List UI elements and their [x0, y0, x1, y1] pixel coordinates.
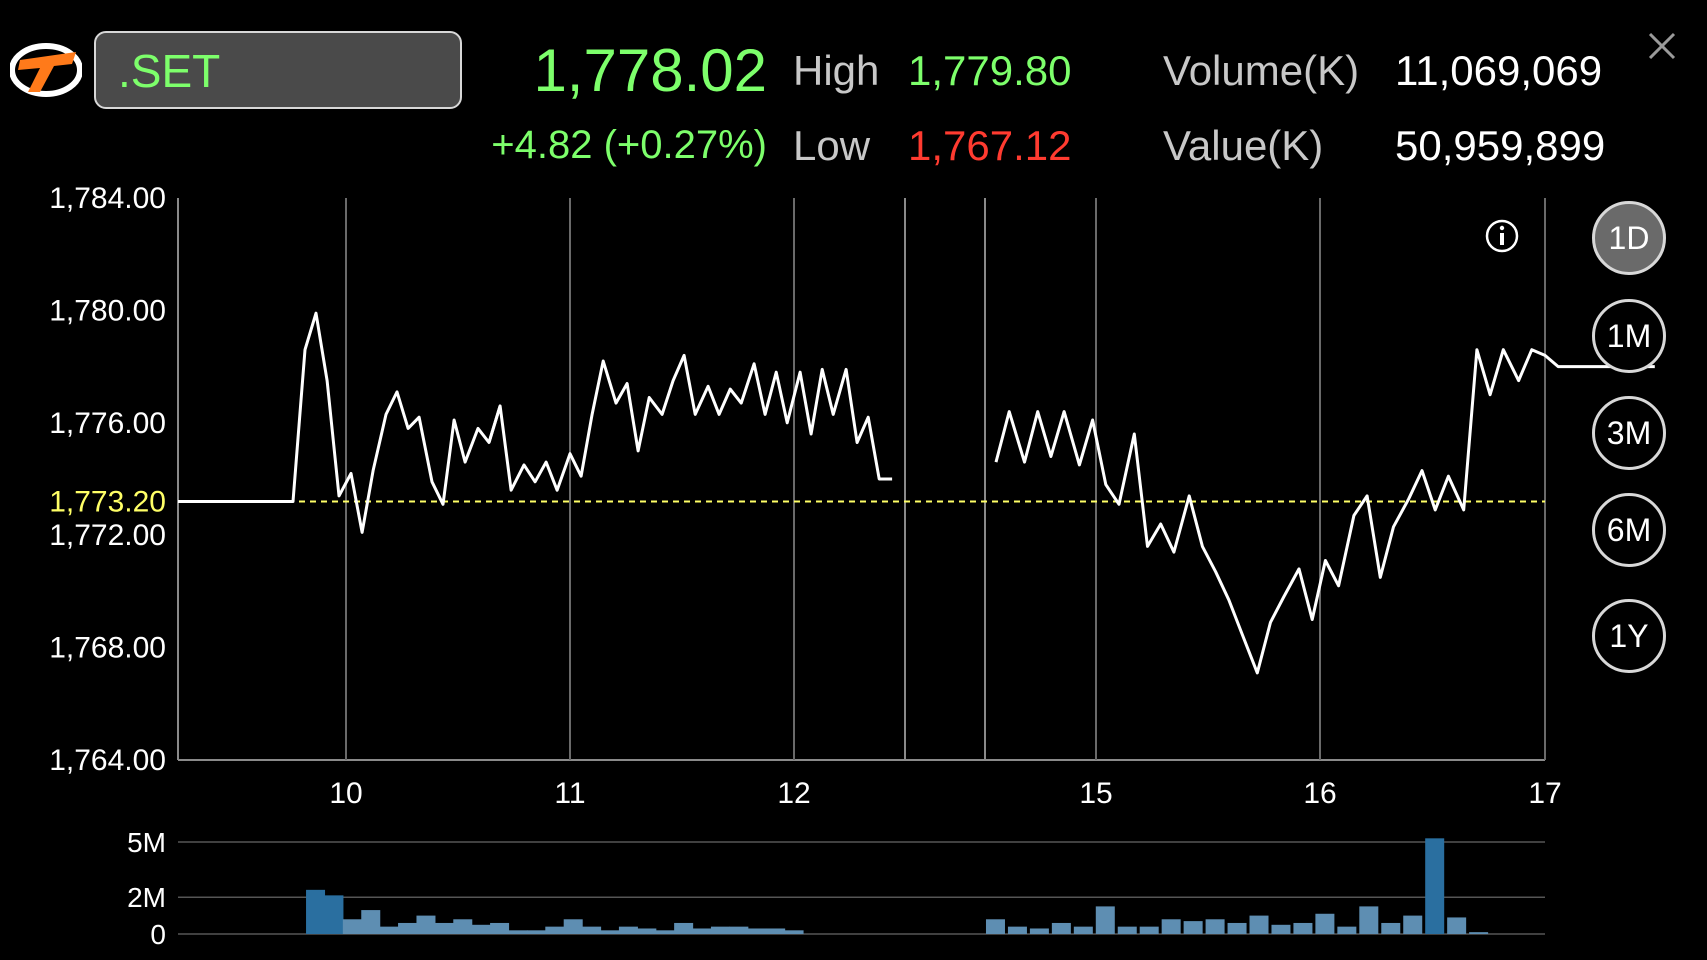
price-line-morning-a: [178, 311, 502, 534]
price-y-tick-label: 1,772.00: [49, 519, 166, 552]
price-x-ticks: 10 11 12 15 16 17: [329, 777, 1561, 810]
volume-bar: [1051, 922, 1071, 934]
price-line-afternoon: [994, 348, 1655, 675]
volume-bars: [306, 838, 1489, 934]
price-y-tick-label: 1,776.00: [49, 407, 166, 440]
volume-bar: [1315, 913, 1335, 934]
volume-grid: [178, 841, 1545, 935]
volume-bar: [1117, 926, 1137, 934]
volume-bar: [655, 930, 675, 934]
volume-bar: [766, 928, 786, 934]
volume-y-ticks: 5M 2M 0: [127, 827, 166, 950]
timeframe-6m-button[interactable]: 6M: [1592, 493, 1666, 567]
volume-bar: [416, 915, 436, 934]
volume-bar: [1161, 919, 1181, 934]
reference-value-label: 1,773.20: [49, 485, 166, 518]
volume-bar: [1183, 921, 1203, 934]
volume-bar: [1359, 906, 1379, 934]
volume-bar: [784, 930, 804, 934]
volume-bar: [1293, 922, 1313, 934]
last-price: 1,778.02: [533, 37, 767, 104]
volume-bar: [618, 926, 638, 934]
volume-bar: [453, 919, 473, 934]
volume-bar: [637, 928, 657, 934]
volume-bar: [342, 919, 362, 934]
price-y-ticks: 1,784.00 1,780.00 1,776.00 1,772.00 1,768.00…: [49, 182, 166, 777]
volume-bar: [471, 924, 491, 934]
volume-bar: [545, 926, 565, 934]
volume-bar: [582, 926, 602, 934]
price-series: [178, 311, 1655, 675]
price-y-tick-label: 1,784.00: [49, 182, 166, 215]
volume-bar: [1007, 926, 1027, 934]
timeframe-3m-button[interactable]: 3M: [1592, 396, 1666, 470]
volume-bar: [985, 919, 1005, 934]
volume-bar: [563, 919, 583, 934]
volume-bar: [1095, 906, 1115, 934]
volume-bar: [600, 930, 620, 934]
volume-bar: [1403, 915, 1423, 934]
price-y-tick-label: 1,780.00: [49, 294, 166, 327]
volume-bar: [674, 922, 694, 934]
high-label: High: [793, 47, 880, 94]
volume-bar: [1139, 926, 1159, 934]
price-grid: [345, 198, 1546, 760]
volume-value: 11,069,069: [1395, 47, 1603, 94]
volume-bar: [1029, 928, 1049, 934]
price-y-tick-label: 1,764.00: [49, 744, 166, 777]
volume-bar: [1073, 926, 1093, 934]
symbol-search-box[interactable]: .SET: [94, 31, 462, 109]
price-x-tick-label: 11: [554, 777, 585, 810]
low-value: 1,767.12: [908, 122, 1072, 169]
volume-bar: [1381, 922, 1401, 934]
price-x-tick-label: 16: [1303, 777, 1336, 810]
volume-y-tick-label: 2M: [127, 882, 166, 913]
volume-bar: [490, 922, 510, 934]
low-label: Low: [793, 122, 871, 169]
price-line-morning-b: [487, 353, 893, 492]
value-value: 50,959,899: [1395, 122, 1606, 169]
price-x-tick-label: 12: [777, 777, 810, 810]
price-x-tick-label: 17: [1528, 777, 1561, 810]
volume-bar: [710, 926, 730, 934]
app-logo: [10, 43, 82, 97]
info-icon[interactable]: [1485, 219, 1519, 253]
volume-bar: [729, 926, 749, 934]
high-value: 1,779.80: [908, 47, 1072, 94]
price-y-tick-label: 1,768.00: [49, 632, 166, 665]
price-change: +4.82 (+0.27%): [491, 123, 767, 167]
volume-y-tick-label: 0: [150, 919, 166, 950]
volume-label: Volume(K): [1163, 47, 1360, 94]
volume-bar: [1227, 922, 1247, 934]
volume-bar: [361, 910, 381, 934]
volume-y-tick-label: 5M: [127, 827, 166, 858]
volume-bar: [747, 928, 767, 934]
volume-bar: [306, 889, 326, 934]
volume-bar: [1271, 924, 1291, 934]
volume-bar: [324, 895, 344, 934]
volume-bar: [508, 930, 528, 934]
volume-bar: [526, 930, 546, 934]
volume-bar: [1205, 919, 1225, 934]
volume-bar: [1249, 915, 1269, 934]
timeframe-1y-button[interactable]: 1Y: [1592, 599, 1666, 673]
volume-bar: [379, 926, 399, 934]
value-label: Value(K): [1163, 122, 1324, 169]
volume-bar: [1337, 926, 1357, 934]
timeframe-1m-button[interactable]: 1M: [1592, 299, 1666, 373]
volume-bar: [1447, 917, 1467, 934]
timeframe-1d-button[interactable]: 1D: [1592, 201, 1666, 275]
volume-bar: [398, 922, 418, 934]
close-icon[interactable]: [1644, 28, 1680, 64]
volume-bar: [692, 928, 712, 934]
price-x-tick-label: 15: [1079, 777, 1112, 810]
price-axes: [177, 198, 1546, 761]
symbol-text: .SET: [118, 45, 221, 97]
price-x-tick-label: 10: [329, 777, 362, 810]
volume-bar: [1469, 932, 1489, 934]
volume-bar: [434, 922, 454, 934]
volume-bar: [1425, 838, 1445, 934]
